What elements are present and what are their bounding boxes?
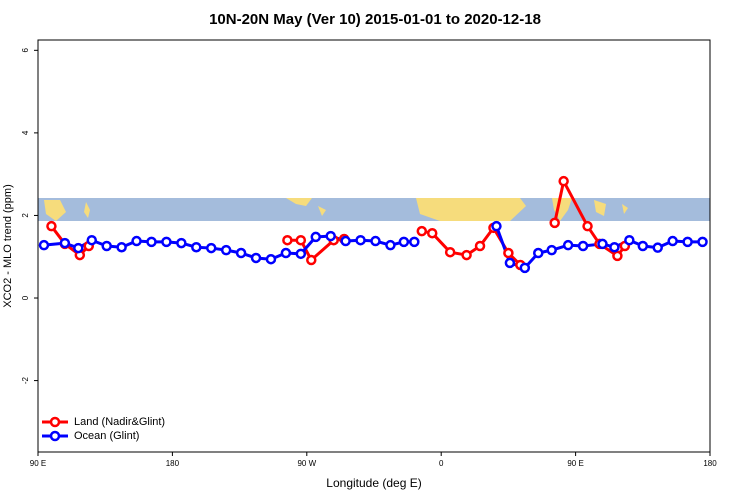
- data-point: [624, 234, 635, 246]
- y-tick-label: 4: [21, 130, 30, 135]
- legend-label: Ocean (Glint): [74, 430, 139, 442]
- data-point: [86, 234, 98, 246]
- data-point: [325, 230, 336, 242]
- data-point: [461, 249, 472, 261]
- data-point: [161, 236, 172, 248]
- data-point: [191, 241, 202, 253]
- data-point: [577, 240, 589, 252]
- legend-label: Land (Nadir&Glint): [74, 416, 165, 428]
- data-point: [310, 231, 322, 243]
- data-point: [38, 239, 50, 251]
- plot-frame: [37, 39, 711, 453]
- y-tick-label: 0: [21, 295, 30, 300]
- data-point: [101, 240, 112, 252]
- data-point: [697, 236, 708, 248]
- data-point: [205, 242, 217, 254]
- data-point: [176, 237, 187, 249]
- data-point: [295, 234, 307, 246]
- data-point: [73, 242, 84, 254]
- data-point: [131, 235, 142, 247]
- data-point: [426, 227, 438, 239]
- data-point: [503, 247, 514, 259]
- data-point: [444, 246, 456, 258]
- y-tick-label: -2: [21, 376, 30, 384]
- data-point: [146, 236, 157, 248]
- data-point: [474, 240, 486, 252]
- data-point: [46, 220, 57, 232]
- data-point: [582, 220, 593, 232]
- data-point: [370, 235, 381, 247]
- data-point: [416, 225, 428, 237]
- x-tick-label: 90 E: [30, 459, 46, 468]
- data-point: [612, 250, 623, 262]
- data-point: [609, 241, 620, 253]
- data-point: [533, 247, 544, 259]
- data-point: [355, 234, 366, 246]
- data-point: [682, 236, 693, 248]
- data-point: [306, 254, 317, 266]
- data-point: [220, 244, 232, 256]
- ocean-band: [38, 198, 710, 221]
- data-point: [235, 247, 247, 259]
- data-point: [549, 217, 560, 229]
- x-axis-label: Longitude (deg E): [326, 476, 421, 490]
- legend-marker: [49, 416, 61, 428]
- map-band: [38, 198, 710, 221]
- data-point: [385, 239, 396, 251]
- x-tick-label: 90 E: [567, 459, 583, 468]
- data-point: [491, 220, 502, 232]
- data-point: [637, 240, 649, 252]
- data-point: [295, 248, 307, 260]
- legend: Land (Nadir&Glint) Ocean (Glint): [42, 416, 165, 442]
- x-tick-label: 0: [439, 459, 444, 468]
- data-point: [504, 257, 516, 269]
- y-tick-label: 6: [21, 48, 30, 53]
- data-point: [265, 253, 277, 265]
- legend-marker: [49, 430, 61, 442]
- data-point: [250, 252, 262, 264]
- data-point: [409, 236, 420, 248]
- data-point: [340, 235, 351, 247]
- x-tick-label: 90 W: [297, 459, 316, 468]
- data-point: [597, 238, 608, 250]
- data-point: [280, 247, 292, 259]
- data-point: [519, 262, 531, 274]
- data-point: [398, 236, 410, 248]
- data-point: [59, 237, 71, 249]
- chart-title: 10N-20N May (Ver 10) 2015-01-01 to 2020-…: [209, 11, 541, 28]
- y-axis-label: XCO2 - MLO trend (ppm): [2, 184, 14, 307]
- data-point: [282, 234, 293, 246]
- y-tick-label: 2: [21, 213, 30, 218]
- data-point: [558, 175, 569, 187]
- data-point: [652, 242, 663, 253]
- data-point: [667, 235, 678, 247]
- land-shapes: [44, 198, 628, 221]
- data-point: [116, 241, 127, 253]
- x-tick-label: 180: [166, 459, 180, 468]
- x-tick-label: 180: [703, 459, 717, 468]
- data-point: [546, 244, 557, 256]
- data-point: [562, 239, 574, 251]
